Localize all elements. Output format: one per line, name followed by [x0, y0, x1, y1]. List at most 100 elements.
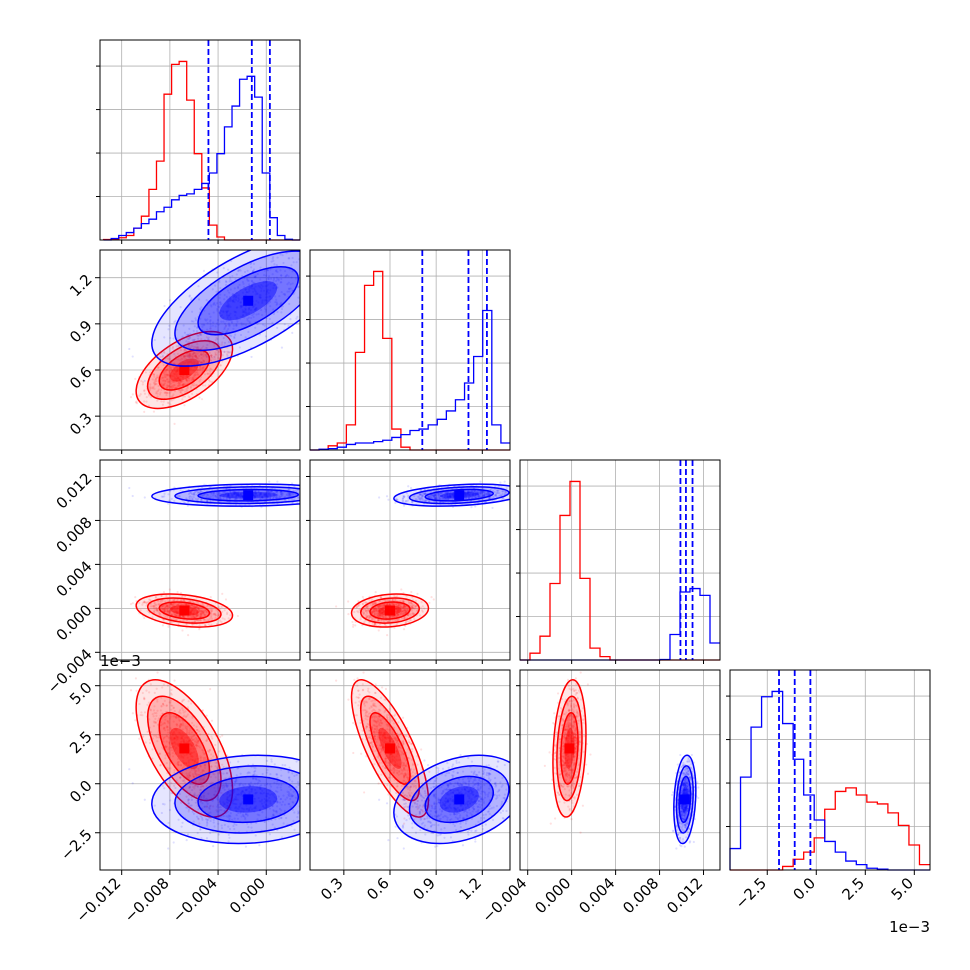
scatter-point	[163, 606, 166, 609]
scatter-point	[174, 371, 178, 374]
scatter-point	[157, 388, 161, 391]
scatter-point	[281, 491, 284, 495]
scatter-point	[251, 269, 255, 273]
scatter-point	[222, 266, 225, 270]
scatter-point	[285, 252, 288, 255]
scatter-point	[267, 491, 270, 494]
scatter-point	[195, 346, 198, 349]
scatter-point	[354, 624, 357, 627]
scatter-point	[200, 612, 203, 615]
scatter-point	[198, 396, 201, 399]
scatter-point	[396, 612, 399, 616]
scatter-point	[206, 338, 210, 341]
scatter-point	[396, 615, 399, 618]
scatter-point	[419, 606, 422, 609]
scatter-point	[276, 278, 279, 281]
scatter-point	[189, 386, 192, 389]
scatter-point	[264, 497, 267, 500]
scatter-point	[489, 488, 492, 491]
scatter-point	[172, 375, 175, 378]
scatter-point	[197, 346, 200, 349]
scatter-point	[289, 495, 292, 498]
scatter-point	[203, 361, 206, 364]
scatter-point	[249, 286, 252, 289]
scatter-point	[232, 299, 235, 302]
scatter-point	[166, 611, 170, 614]
scatter-point	[143, 601, 146, 604]
scatter-point	[234, 296, 237, 299]
scatter-point	[149, 605, 153, 608]
scatter-point	[143, 379, 146, 382]
scatter-point	[239, 288, 242, 292]
scatter-point	[233, 300, 236, 304]
scatter-point	[199, 378, 202, 381]
scatter-point	[218, 279, 221, 282]
scatter-point	[205, 355, 208, 358]
scatter-point	[201, 325, 204, 328]
scatter-point	[381, 607, 384, 610]
scatter-point	[191, 600, 194, 603]
scatter-point	[179, 374, 183, 377]
scatter-point	[290, 264, 293, 267]
scatter-point	[232, 299, 235, 303]
scatter-point	[193, 374, 196, 377]
scatter-point	[218, 612, 221, 615]
scatter-point	[499, 481, 502, 484]
scatter-point	[218, 301, 222, 304]
scatter-point	[379, 610, 382, 613]
scatter-point	[199, 614, 203, 617]
scatter-point	[140, 379, 143, 383]
scatter-point	[197, 285, 200, 288]
scatter-point	[191, 358, 194, 361]
scatter-point	[189, 610, 193, 613]
scatter-point	[193, 373, 197, 376]
scatter-point	[428, 601, 431, 604]
scatter-point	[165, 378, 169, 381]
scatter-point	[235, 493, 238, 496]
scatter-point	[174, 378, 177, 382]
scatter-point	[195, 615, 199, 618]
scatter-point	[381, 611, 384, 614]
scatter-point	[376, 610, 379, 613]
scatter-point	[273, 277, 276, 280]
scatter-point	[227, 299, 230, 303]
scatter-point	[265, 274, 268, 277]
scatter-point	[209, 327, 212, 330]
scatter-point	[261, 497, 265, 500]
scatter-point	[260, 287, 263, 290]
scatter-point	[385, 616, 388, 619]
scatter-point	[170, 370, 174, 373]
scatter-point	[280, 307, 284, 311]
scatter-point	[180, 363, 183, 366]
scatter-point	[216, 271, 219, 274]
scatter-point	[227, 322, 231, 325]
scatter-point	[198, 298, 201, 301]
scatter-point	[247, 311, 251, 314]
scatter-point	[324, 242, 326, 244]
scatter-point	[153, 379, 156, 382]
scatter-point	[176, 368, 179, 372]
scatter-point	[178, 381, 181, 384]
scatter-point	[228, 276, 232, 279]
scatter-point	[194, 346, 197, 349]
scatter-point	[209, 320, 212, 323]
scatter-point	[272, 492, 275, 495]
scatter-point	[379, 596, 382, 599]
scatter-point	[208, 312, 211, 315]
scatter-point	[191, 310, 194, 313]
scatter-point	[176, 614, 179, 617]
scatter-point	[333, 247, 335, 249]
scatter-point	[275, 269, 278, 272]
scatter-point	[157, 602, 160, 605]
scatter-point	[183, 395, 187, 398]
scatter-point	[394, 603, 397, 607]
scatter-point	[168, 299, 172, 302]
scatter-point	[152, 605, 155, 608]
scatter-point	[365, 615, 369, 618]
scatter-point	[196, 499, 199, 502]
scatter-point	[234, 492, 237, 495]
scatter-point	[280, 281, 283, 284]
scatter-point	[410, 601, 413, 604]
scatter-point	[195, 606, 198, 609]
scatter-point	[148, 388, 152, 391]
